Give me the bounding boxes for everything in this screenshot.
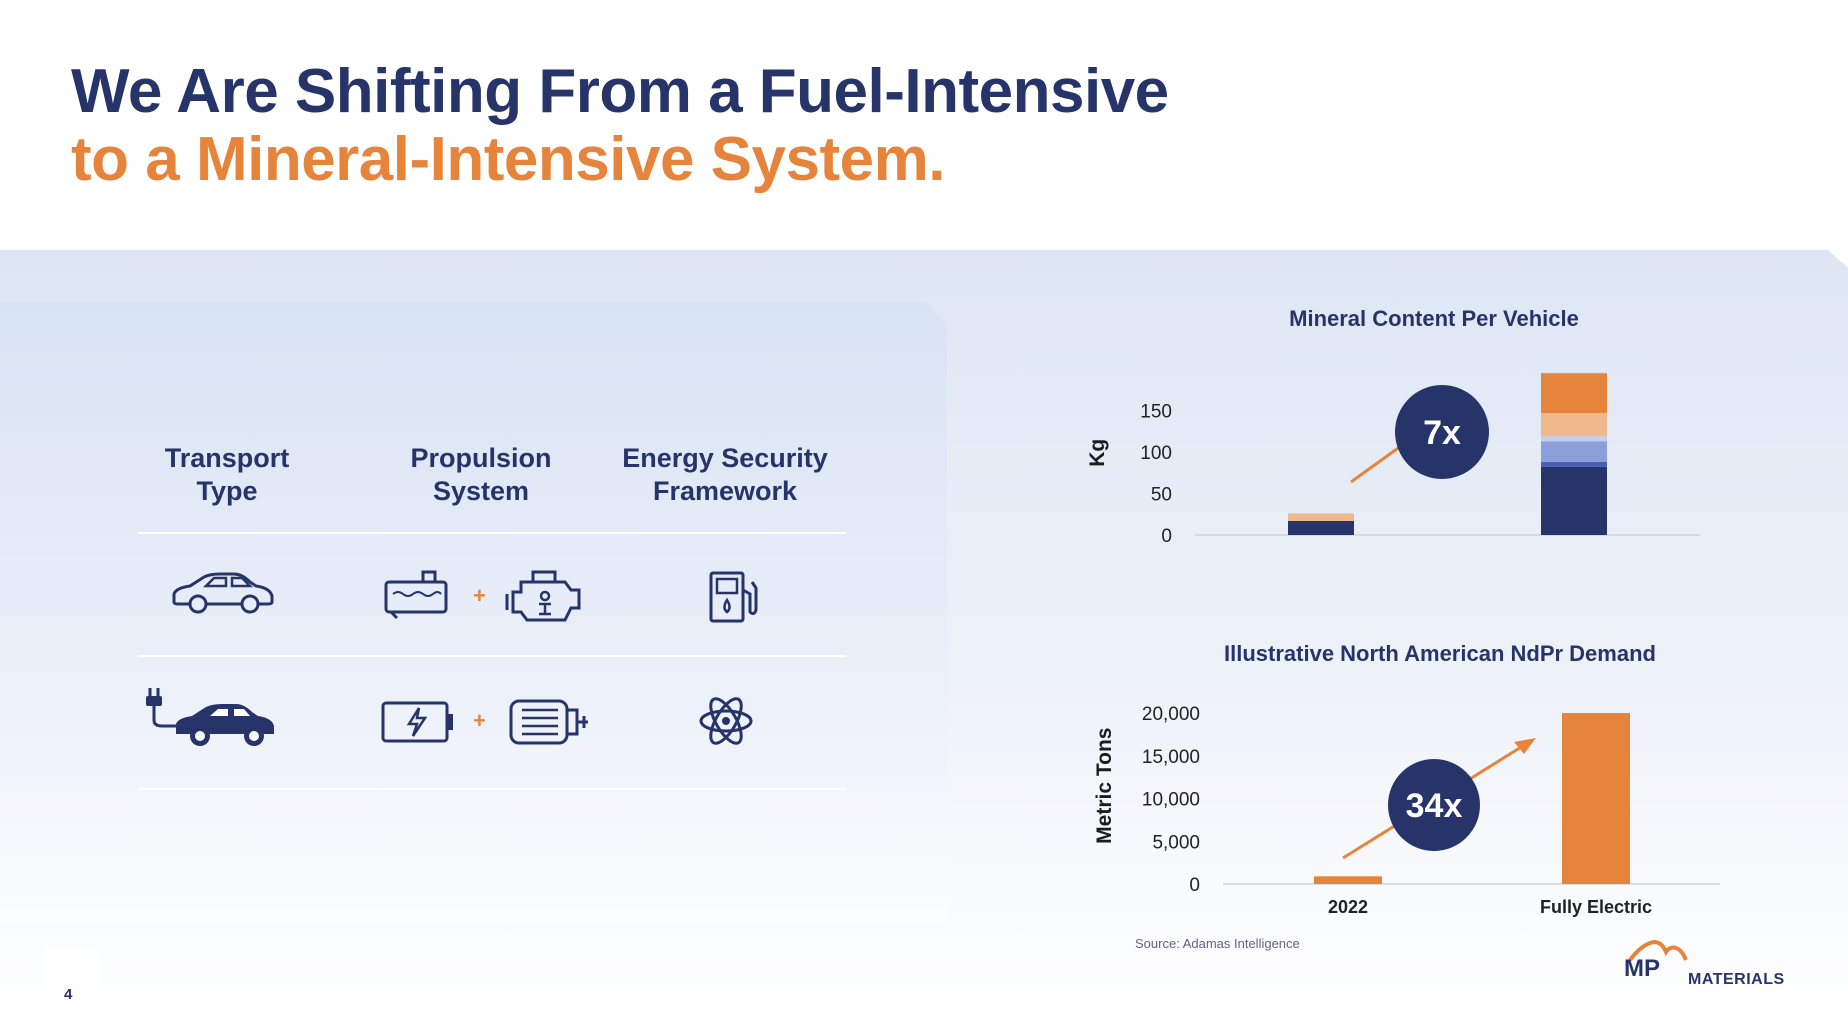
chart1-multiplier-circle <box>1395 385 1489 479</box>
chart2-category-label: Fully Electric <box>1540 897 1652 917</box>
chart2-bar-fully-electric <box>1562 713 1630 884</box>
chart1-title: Mineral Content Per Vehicle <box>1289 306 1579 331</box>
chart1-y-tick-label: 0 <box>1161 526 1172 547</box>
chart1-y-tick-label: 50 <box>1151 485 1172 506</box>
chart2-multiplier-circle <box>1388 759 1480 851</box>
chart1-y-tick-label: 150 <box>1140 402 1172 423</box>
header-transport-type: Transport Type <box>97 442 357 508</box>
chart2-arrow-head <box>1514 738 1536 754</box>
page-number: 4 <box>64 986 73 1003</box>
source-note: Source: Adamas Intelligence <box>1135 936 1300 951</box>
battery-icon <box>381 701 453 743</box>
title-line-1: We Are Shifting From a Fuel-Intensive <box>71 57 1169 126</box>
header-transport-line1: Transport <box>164 443 290 473</box>
chart1-multiplier-label: 7x <box>1423 414 1461 452</box>
engine-icon <box>505 570 581 622</box>
electric-motor-icon <box>509 699 588 745</box>
chart1-y-tick-label: 100 <box>1140 443 1172 464</box>
chart1-y-axis-label: Kg <box>1086 439 1109 467</box>
chart2-title: Illustrative North American NdPr Demand <box>1224 641 1656 666</box>
chart2-svg: 0 5,000 10,000 15,000 20,000 2022 Fully Elect… <box>1093 704 1720 917</box>
chart2-y-tick-label: 0 <box>1189 875 1200 896</box>
chart2-y-tick-label: 10,000 <box>1142 790 1200 811</box>
header-energy-line1: Energy Security <box>622 443 828 473</box>
chart1-bar-bev-mn <box>1541 412 1607 437</box>
electric-car-icon <box>146 688 274 746</box>
chart1-bar-bev-li <box>1541 461 1607 467</box>
chart2-y-tick-label: 20,000 <box>1142 704 1200 725</box>
fuel-pump-icon <box>709 571 758 623</box>
chart1-bar-ice-mn <box>1288 513 1354 521</box>
table-divider-1 <box>138 532 846 534</box>
chart2-bar-2022 <box>1314 876 1382 884</box>
fuel-tank-icon <box>384 570 448 620</box>
chart2-y-tick-label: 15,000 <box>1142 747 1200 768</box>
comparison-panel <box>0 302 947 922</box>
header-propulsion-system: Propulsion System <box>351 442 611 508</box>
logo-mark: MP <box>1624 955 1660 978</box>
chart1-bar-bev-co <box>1541 436 1607 442</box>
chart1-bar-bev-graphite <box>1541 373 1607 413</box>
atom-icon <box>699 697 753 745</box>
chart2-y-axis-label: Metric Tons <box>1093 728 1116 844</box>
header-propulsion-line2: System <box>432 476 530 506</box>
chart2-y-tick-label: 5,000 <box>1152 832 1200 853</box>
plus-sign-row1: + <box>473 583 486 608</box>
chart1-bar-ice-cu <box>1288 520 1354 535</box>
header-energy-line2: Framework <box>652 476 798 506</box>
chart2-category-label: 2022 <box>1328 897 1368 917</box>
logo-text: MATERIALS <box>1688 971 1785 988</box>
plus-sign-row2: + <box>473 708 486 733</box>
header-energy-security: Energy Security Framework <box>595 442 855 508</box>
chart1-bar-bev-cu <box>1541 466 1607 535</box>
car-icon <box>172 572 274 614</box>
title-line-2: to a Mineral-Intensive System. <box>71 125 945 194</box>
chart2-multiplier-label: 34x <box>1406 787 1463 825</box>
header-transport-line2: Type <box>196 476 258 506</box>
mp-materials-logo: MP <box>1624 939 1688 978</box>
page-title: We Are Shifting From a Fuel-Intensive to… <box>71 58 1169 194</box>
table-divider-2 <box>138 655 846 657</box>
chart1-bar-bev-ni <box>1541 441 1607 462</box>
header-propulsion-line1: Propulsion <box>410 443 552 473</box>
page-number-box <box>44 948 100 1032</box>
table-divider-3 <box>138 788 846 790</box>
